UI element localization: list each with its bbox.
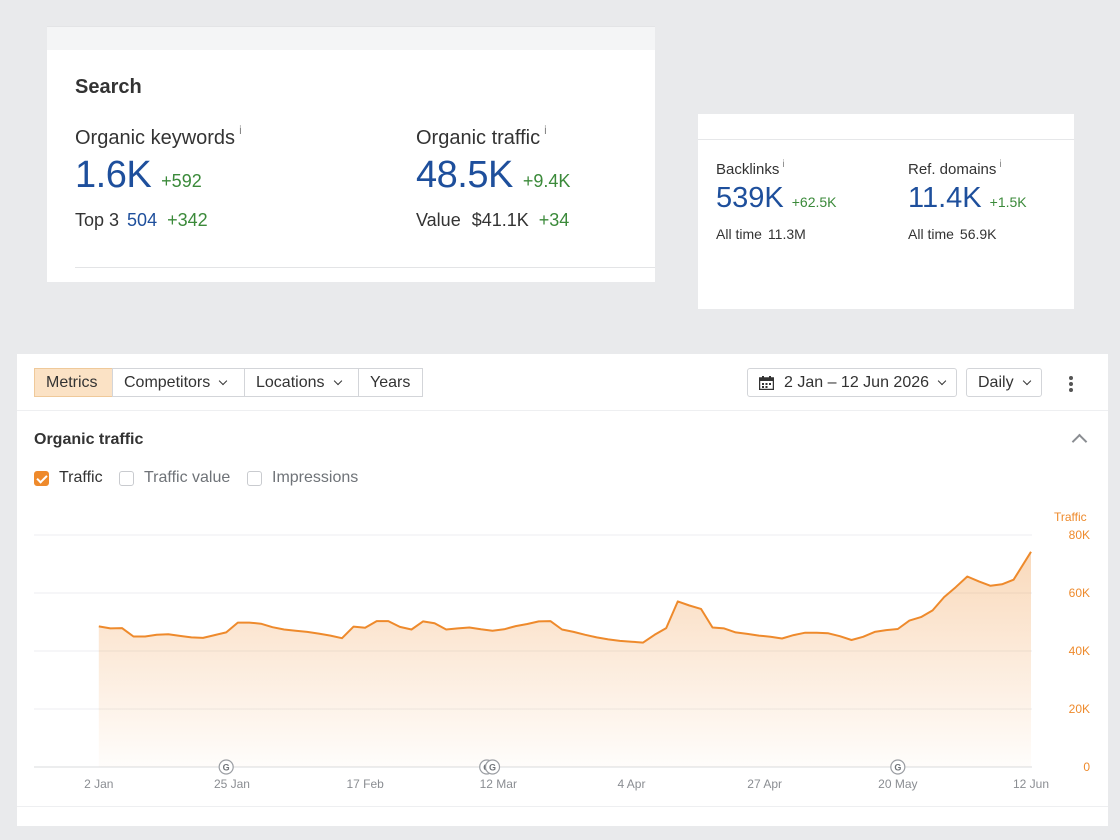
y-axis-title: Traffic — [1054, 510, 1087, 524]
x-tick-label: 27 Apr — [747, 777, 782, 791]
info-icon[interactable]: i — [544, 123, 547, 137]
y-tick-label: 60K — [1069, 586, 1090, 600]
google-update-label: G — [894, 763, 901, 773]
x-tick-label: 20 May — [878, 777, 917, 791]
ref-domains-all-time: All time 56.9K — [908, 226, 997, 242]
backlinks-label-text: Backlinks — [716, 161, 780, 178]
checkbox-unchecked-icon[interactable] — [119, 470, 134, 486]
card-top-strip — [47, 26, 655, 50]
all-time-value: 56.9K — [959, 226, 997, 242]
ref-domains-number[interactable]: 11.4K — [908, 182, 982, 214]
top3-label: Top 3 — [75, 210, 120, 230]
search-title: Search — [75, 76, 142, 98]
ref-domains-label: Ref. domains i — [908, 159, 1002, 178]
tab-years[interactable]: Years — [358, 368, 423, 397]
organic-keywords-label-text: Organic keywords — [75, 127, 236, 149]
x-tick-label: 12 Mar — [480, 777, 517, 791]
backlinks-card: Backlinks i 539K +62.5K All time 11.3M Ref.… — [698, 114, 1074, 309]
y-tick-label: 80K — [1069, 528, 1090, 542]
date-range-picker[interactable]: 2 Jan – 12 Jun 2026 — [747, 368, 957, 397]
tab-label: Metrics — [46, 373, 98, 391]
tab-label: Locations — [256, 373, 325, 391]
divider — [698, 139, 1074, 140]
all-time-label: All time — [716, 226, 762, 242]
organic-keywords-value[interactable]: 1.6K +592 — [75, 154, 202, 197]
info-icon[interactable]: i — [999, 159, 1002, 170]
traffic-checkbox[interactable]: Traffic — [34, 469, 103, 486]
checkbox-label: Impressions — [272, 469, 359, 486]
more-options-icon[interactable] — [1061, 374, 1081, 394]
google-update-label: G — [223, 763, 230, 773]
organic-keywords-number[interactable]: 1.6K — [75, 154, 152, 196]
tab-competitors[interactable]: Competitors — [112, 368, 245, 397]
organic-traffic-label-text: Organic traffic — [416, 127, 541, 149]
ref-domains-delta: +1.5K — [989, 194, 1027, 210]
organic-traffic-number[interactable]: 48.5K — [416, 154, 513, 196]
tab-label: Competitors — [124, 373, 211, 391]
x-tick-label: 2 Jan — [84, 777, 113, 791]
google-update-marker[interactable] — [484, 759, 501, 775]
tab-label: Years — [370, 373, 411, 391]
all-time-label: All time — [908, 226, 954, 242]
organic-traffic-value[interactable]: 48.5K +9.4K — [416, 154, 570, 197]
organic-keywords-delta: +592 — [161, 171, 202, 191]
granularity-select[interactable]: Daily — [966, 368, 1042, 397]
backlinks-label: Backlinks i — [716, 159, 785, 178]
info-icon[interactable]: i — [239, 123, 242, 137]
traffic-value-checkbox[interactable]: Traffic value — [119, 469, 231, 486]
organic-keywords-label: Organic keywords i — [75, 123, 242, 150]
checkbox-label: Traffic value — [144, 469, 231, 486]
backlinks-all-time: All time 11.3M — [716, 226, 806, 242]
google-update-marker[interactable] — [890, 759, 906, 775]
y-tick-label: 40K — [1069, 644, 1090, 658]
x-tick-label: 25 Jan — [214, 777, 250, 791]
all-time-value: 11.3M — [767, 226, 806, 242]
top3-value[interactable]: 504 — [127, 210, 158, 230]
ref-domains-value[interactable]: 11.4K +1.5K — [908, 182, 1027, 215]
y-tick-label: 20K — [1069, 702, 1090, 716]
date-range-text: 2 Jan – 12 Jun 2026 — [784, 373, 930, 391]
top3-row: Top 3 504 +342 — [75, 210, 208, 231]
tab-locations[interactable]: Locations — [244, 368, 359, 397]
backlinks-delta: +62.5K — [791, 194, 837, 210]
traffic-area — [98, 551, 1032, 767]
checkbox-checked-icon[interactable] — [34, 470, 49, 486]
backlinks-value[interactable]: 539K +62.5K — [716, 182, 837, 215]
x-tick-label: 4 Apr — [617, 777, 645, 791]
y-tick-label: 0 — [1083, 760, 1090, 774]
chart-section-title: Organic traffic — [34, 431, 144, 448]
checkbox-label: Traffic — [59, 469, 103, 486]
ref-domains-label-text: Ref. domains — [908, 161, 997, 178]
impressions-checkbox[interactable]: Impressions — [247, 469, 359, 486]
google-update-marker[interactable] — [218, 759, 234, 775]
google-update-label: G — [489, 763, 496, 773]
organic-traffic-label: Organic traffic i — [416, 123, 547, 150]
traffic-chart[interactable]: 0 20K 40K 60K 80K 2 Jan 25 Jan 17 Feb 12 Mar 4 Ap… — [17, 354, 1108, 826]
chart-toolbar: Metrics Competitors Locations Years 2 Ja — [17, 354, 1108, 411]
backlinks-number[interactable]: 539K — [716, 182, 784, 214]
organic-traffic-panel: Metrics Competitors Locations Years 2 Ja — [17, 354, 1108, 826]
divider — [17, 806, 1108, 807]
organic-traffic-delta: +9.4K — [522, 171, 571, 191]
tab-metrics[interactable]: Metrics — [34, 368, 113, 397]
divider — [75, 267, 655, 268]
traffic-value-delta: +34 — [538, 210, 570, 230]
calendar-icon — [759, 375, 774, 390]
top3-delta: +342 — [167, 210, 208, 230]
traffic-value-label: Value — [416, 210, 461, 230]
info-icon[interactable]: i — [782, 159, 785, 170]
traffic-value-row: Value $41.1K +34 — [416, 210, 569, 231]
traffic-value-amount: $41.1K — [471, 210, 529, 230]
x-tick-label: 17 Feb — [346, 777, 384, 791]
checkbox-unchecked-icon[interactable] — [247, 470, 262, 486]
traffic-line — [98, 551, 1032, 644]
x-tick-label: 12 Jun — [1013, 777, 1049, 791]
granularity-text: Daily — [978, 373, 1014, 391]
